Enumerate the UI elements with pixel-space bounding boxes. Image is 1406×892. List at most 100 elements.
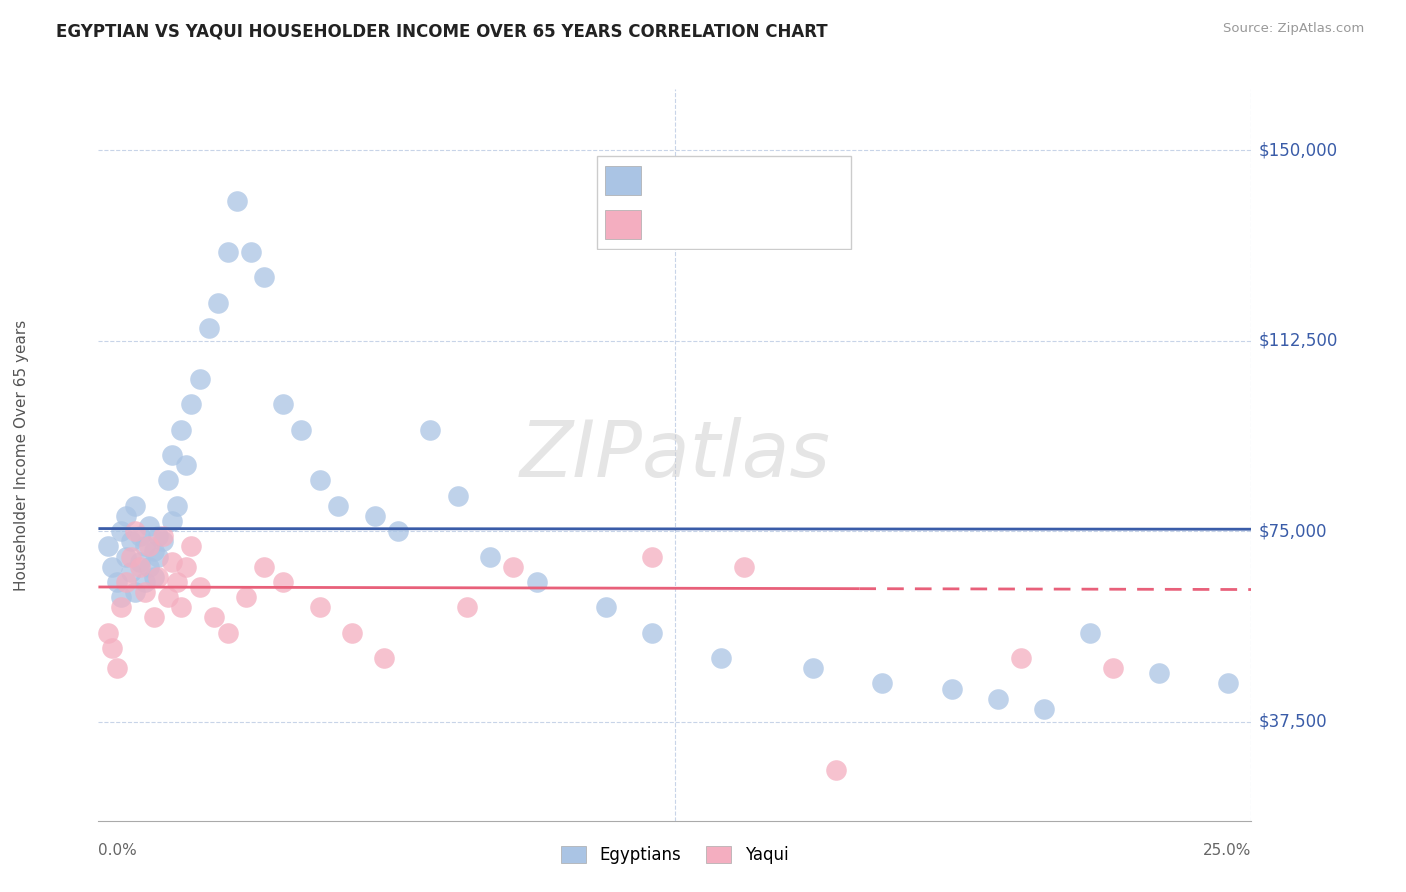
Point	[373, 651, 395, 665]
Point	[152, 529, 174, 543]
Point	[148, 529, 170, 543]
Point	[174, 559, 197, 574]
Point	[290, 423, 312, 437]
Text: EGYPTIAN VS YAQUI HOUSEHOLDER INCOME OVER 65 YEARS CORRELATION CHART: EGYPTIAN VS YAQUI HOUSEHOLDER INCOME OVE…	[56, 22, 828, 40]
Point	[148, 549, 170, 564]
Point	[188, 580, 211, 594]
Point	[148, 570, 170, 584]
Point	[271, 397, 294, 411]
Point	[595, 600, 617, 615]
Point	[160, 514, 183, 528]
FancyBboxPatch shape	[596, 156, 851, 249]
Point	[180, 539, 202, 553]
Point	[217, 244, 239, 259]
Point	[308, 600, 330, 615]
Point	[170, 600, 193, 615]
Point	[239, 244, 262, 259]
Point	[340, 625, 363, 640]
Point	[733, 559, 755, 574]
Point	[479, 549, 502, 564]
Point	[710, 651, 733, 665]
Text: R = -0.016: R = -0.016	[651, 216, 741, 234]
Text: Householder Income Over 65 years: Householder Income Over 65 years	[14, 319, 28, 591]
Point	[160, 555, 183, 569]
Point	[987, 691, 1010, 706]
Point	[124, 499, 146, 513]
Point	[160, 448, 183, 462]
Point	[308, 473, 330, 487]
Point	[110, 600, 132, 615]
Point	[105, 661, 128, 675]
Text: $112,500: $112,500	[1258, 332, 1337, 350]
Point	[105, 574, 128, 589]
Point	[124, 524, 146, 538]
Text: R = -0.001: R = -0.001	[651, 171, 741, 190]
Point	[1147, 666, 1170, 681]
Point	[97, 539, 120, 553]
Point	[142, 570, 165, 584]
Text: N = 57: N = 57	[763, 171, 821, 190]
Point	[253, 270, 276, 285]
Point	[526, 574, 548, 589]
Text: 0.0%: 0.0%	[98, 843, 138, 858]
Point	[97, 625, 120, 640]
Point	[134, 539, 156, 553]
Point	[134, 574, 156, 589]
Point	[1010, 651, 1032, 665]
Point	[142, 610, 165, 624]
Point	[138, 559, 160, 574]
Point	[225, 194, 247, 208]
Point	[328, 499, 350, 513]
Point	[1102, 661, 1125, 675]
Point	[129, 555, 152, 569]
Point	[198, 321, 221, 335]
Point	[641, 549, 664, 564]
Point	[364, 508, 387, 523]
Point	[115, 549, 138, 564]
Text: N = 35: N = 35	[763, 216, 821, 234]
Point	[134, 585, 156, 599]
Point	[1218, 676, 1240, 690]
Point	[142, 544, 165, 558]
Point	[217, 625, 239, 640]
Point	[166, 574, 188, 589]
Text: 25.0%: 25.0%	[1204, 843, 1251, 858]
Text: $37,500: $37,500	[1258, 713, 1327, 731]
Point	[253, 559, 276, 574]
Point	[202, 610, 225, 624]
Point	[101, 640, 124, 655]
Point	[166, 499, 188, 513]
Point	[152, 534, 174, 549]
Point	[110, 524, 132, 538]
Bar	[605, 211, 641, 239]
Point	[941, 681, 963, 696]
Point	[115, 508, 138, 523]
Point	[115, 574, 138, 589]
Point	[419, 423, 441, 437]
Legend: Egyptians, Yaqui: Egyptians, Yaqui	[555, 839, 794, 871]
Point	[447, 489, 470, 503]
Point	[180, 397, 202, 411]
Point	[120, 565, 142, 579]
Point	[129, 529, 152, 543]
Point	[825, 763, 848, 777]
Point	[138, 519, 160, 533]
Point	[456, 600, 478, 615]
Point	[101, 559, 124, 574]
Point	[174, 458, 197, 472]
Point	[124, 585, 146, 599]
Point	[641, 625, 664, 640]
Point	[872, 676, 894, 690]
Point	[120, 534, 142, 549]
Point	[156, 590, 179, 604]
Text: $150,000: $150,000	[1258, 141, 1337, 159]
Point	[207, 295, 229, 310]
Text: ZIPatlas: ZIPatlas	[519, 417, 831, 493]
Point	[502, 559, 524, 574]
Point	[120, 549, 142, 564]
Point	[110, 590, 132, 604]
Point	[1078, 625, 1101, 640]
Point	[801, 661, 824, 675]
Point	[188, 372, 211, 386]
Point	[156, 473, 179, 487]
